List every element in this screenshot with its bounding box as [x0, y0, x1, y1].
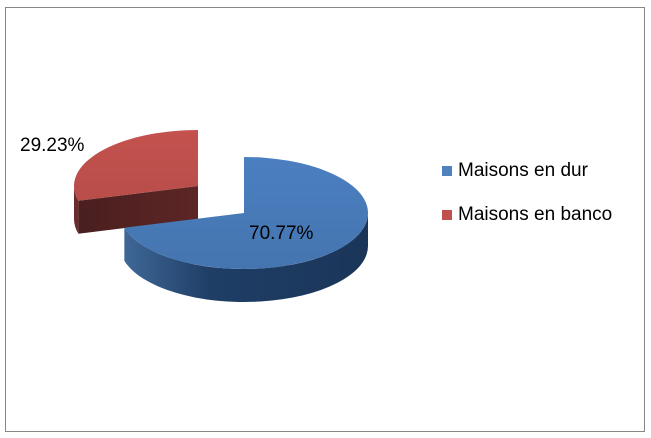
slice-maisons-en-dur	[124, 157, 368, 269]
slice-side-maisons-en-banco	[78, 186, 198, 234]
chart-legend: Maisons en dur Maisons en banco	[442, 156, 642, 229]
legend-swatch-maisons-en-banco	[442, 210, 452, 220]
pie-chart: 70.77% 29.23%	[20, 130, 368, 303]
legend-label-maisons-en-dur: Maisons en dur	[458, 160, 588, 181]
legend-item-maisons-en-banco: Maisons en banco	[442, 200, 642, 229]
slice-wall-maisons-en-dur	[124, 213, 368, 303]
chart-area: 70.77% 29.23% Maisons en dur Maisons en b…	[5, 7, 645, 432]
slice-maisons-en-banco	[73, 130, 198, 201]
legend-swatch-maisons-en-dur	[442, 166, 452, 176]
data-label-maisons-en-banco: 29.23%	[20, 135, 85, 156]
slice-wall-maisons-en-banco	[74, 186, 79, 234]
data-label-maisons-en-dur: 70.77%	[249, 223, 314, 244]
legend-label-maisons-en-banco: Maisons en banco	[458, 204, 613, 225]
legend-item-maisons-en-dur: Maisons en dur	[442, 156, 642, 185]
